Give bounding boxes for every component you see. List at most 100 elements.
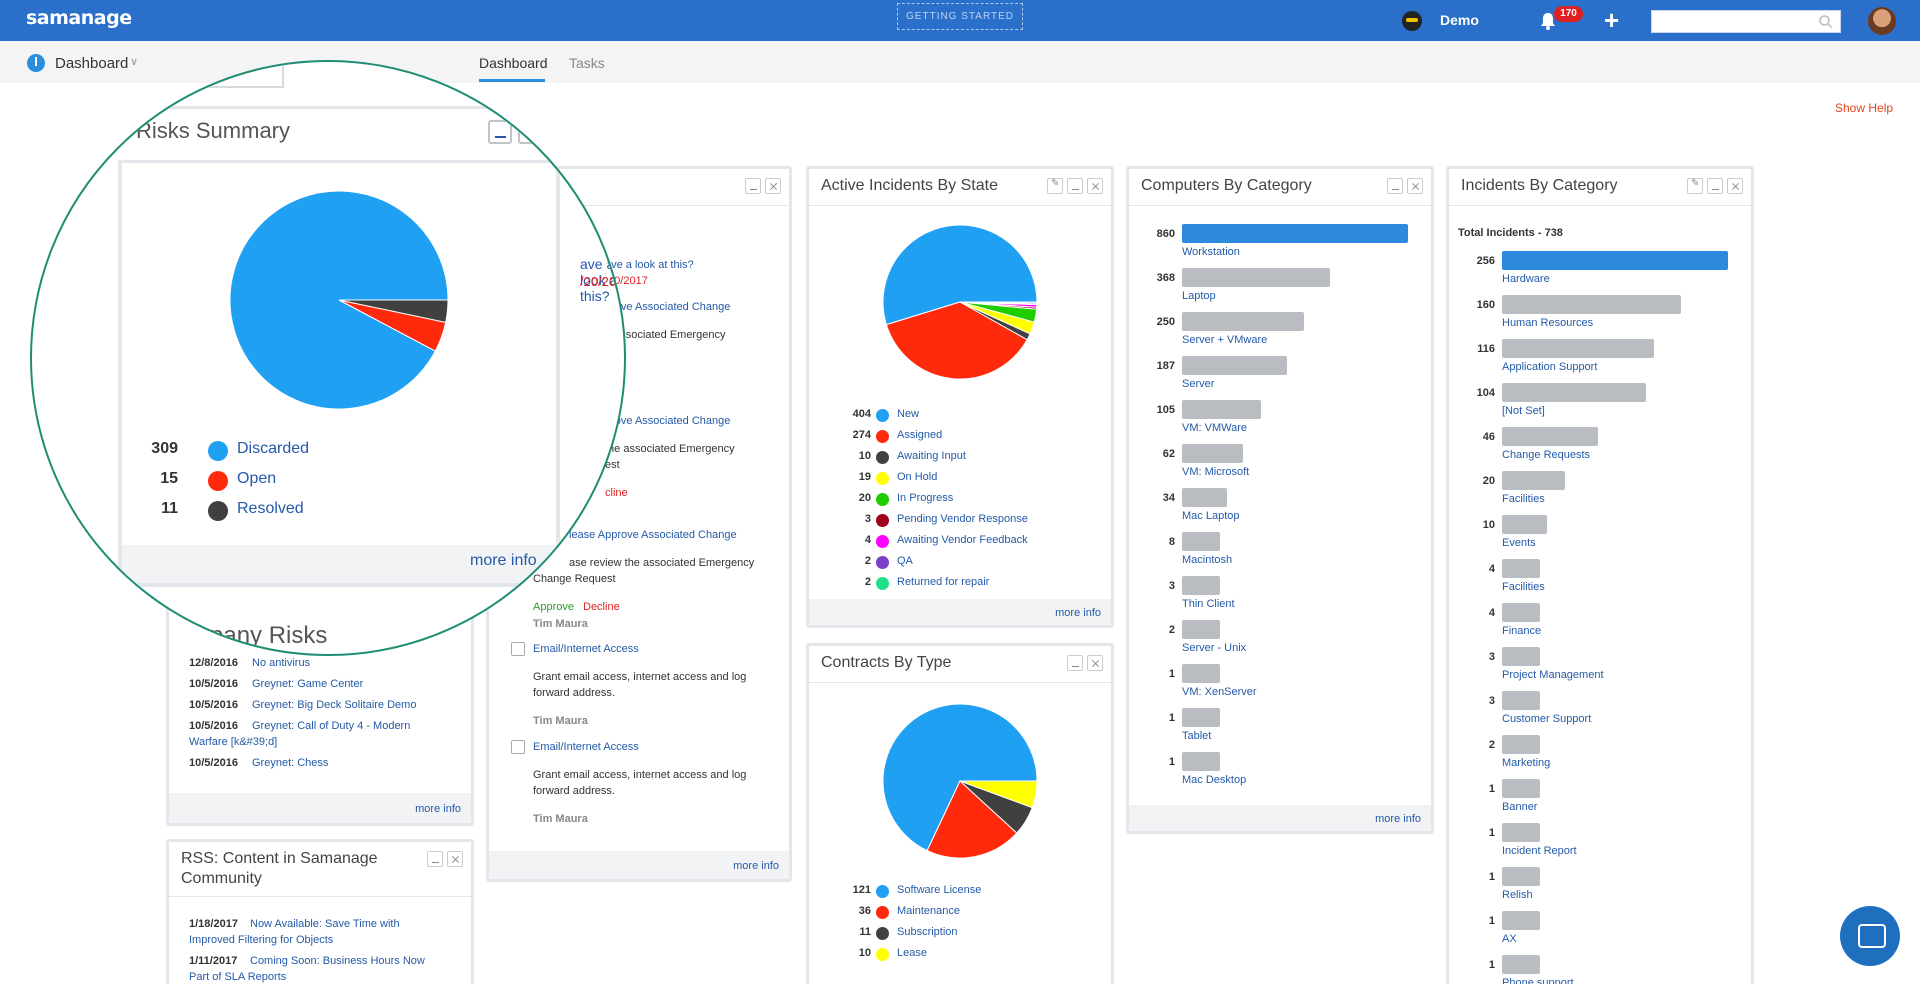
bar-row[interactable]: 160 Human Resources [1455, 295, 1745, 339]
bar-label[interactable]: Finance [1502, 625, 1542, 637]
bar-label[interactable]: VM: Microsoft [1182, 466, 1250, 478]
legend-label[interactable]: Returned for repair [897, 576, 990, 588]
bar-label[interactable]: Events [1502, 537, 1536, 549]
chevron-down-icon[interactable]: ∨ [130, 56, 139, 68]
bar[interactable] [1502, 603, 1540, 622]
decline-button[interactable]: cline [605, 487, 628, 499]
bar-label[interactable]: Macintosh [1182, 554, 1233, 566]
tab-dashboard[interactable]: Dashboard [479, 55, 548, 71]
more-info-link[interactable]: more info [1375, 813, 1421, 825]
close-icon[interactable] [1727, 178, 1743, 194]
close-icon[interactable] [765, 178, 781, 194]
bar-label[interactable]: Incident Report [1502, 845, 1577, 857]
bar-label[interactable]: Mac Desktop [1182, 774, 1247, 786]
rss-link-cont[interactable]: Improved Filtering for Objects [189, 934, 334, 946]
approval-checkbox[interactable] [511, 740, 525, 754]
bar[interactable] [1502, 691, 1540, 710]
bar-row[interactable]: 256 Hardware [1455, 251, 1745, 295]
bar-label[interactable]: Marketing [1502, 757, 1551, 769]
legend-item[interactable]: 3 Pending Vendor Response [809, 511, 1111, 529]
minimize-icon[interactable] [427, 851, 443, 867]
bar-label[interactable]: Human Resources [1502, 317, 1594, 329]
decline-button[interactable]: Decline [583, 601, 620, 613]
search-input[interactable] [1651, 10, 1841, 33]
legend-item[interactable]: 121 Software License [809, 882, 1111, 900]
rss-link[interactable]: Coming Soon: Business Hours Now [250, 955, 425, 967]
bar-row[interactable]: 62 VM: Microsoft [1135, 444, 1425, 488]
bar[interactable] [1502, 867, 1540, 886]
approval-title[interactable]: Email/Internet Access [533, 643, 639, 655]
approval-title[interactable]: ave a look at this? [605, 259, 694, 271]
legend-item[interactable]: 19 On Hold [809, 469, 1111, 487]
bar-row[interactable]: 1 Tablet [1135, 708, 1425, 752]
bar-label[interactable]: Server [1182, 378, 1215, 390]
legend-item[interactable]: 2 QA [809, 553, 1111, 571]
risk-link[interactable]: Greynet: Chess [252, 757, 329, 769]
bar[interactable] [1502, 823, 1540, 842]
bar[interactable] [1502, 295, 1681, 314]
bar[interactable] [1182, 664, 1220, 683]
bar[interactable] [1502, 427, 1598, 446]
bar-row[interactable]: 20 Facilities [1455, 471, 1745, 515]
more-info-link[interactable]: more info [1055, 607, 1101, 619]
legend-item[interactable]: 20 In Progress [809, 490, 1111, 508]
minimize-icon[interactable] [488, 120, 512, 144]
bar[interactable] [1182, 576, 1220, 595]
minimize-icon[interactable] [1067, 178, 1083, 194]
legend-label[interactable]: Awaiting Input [897, 450, 966, 462]
approve-button[interactable]: Approve [533, 601, 574, 613]
bar-label[interactable]: Customer Support [1502, 713, 1592, 725]
bar-label[interactable]: Mac Laptop [1182, 510, 1240, 522]
account-avatar-icon[interactable] [1402, 11, 1422, 31]
samanage-logo[interactable]: samanage [26, 7, 132, 29]
bar-row[interactable]: 1 AX [1455, 911, 1745, 955]
bar[interactable] [1502, 779, 1540, 798]
getting-started-button[interactable]: GETTING STARTED [897, 3, 1023, 30]
bar-label[interactable]: Server + VMware [1182, 334, 1268, 346]
legend-item[interactable]: 11 Resolved [32, 498, 624, 521]
account-name[interactable]: Demo [1440, 12, 1479, 28]
bar[interactable] [1502, 647, 1540, 666]
bar-row[interactable]: 116 Application Support [1455, 339, 1745, 383]
risk-link-cont[interactable]: Warfare [k&#39;d] [189, 736, 278, 748]
legend-item[interactable]: 2 Returned for repair [809, 574, 1111, 592]
bar[interactable] [1182, 356, 1288, 375]
bar-row[interactable]: 3 Project Management [1455, 647, 1745, 691]
legend-item[interactable]: 10 Lease [809, 945, 1111, 963]
legend-label[interactable]: Maintenance [897, 905, 960, 917]
legend-label[interactable]: Pending Vendor Response [897, 513, 1028, 525]
bar-row[interactable]: 1 Incident Report [1455, 823, 1745, 867]
bar[interactable] [1502, 251, 1728, 270]
bar[interactable] [1502, 559, 1540, 578]
legend-item[interactable]: 274 Assigned [809, 427, 1111, 445]
pie-slice-software-license[interactable] [883, 704, 1037, 852]
dashboard-selector[interactable]: Dashboard [55, 55, 129, 72]
legend-label[interactable]: Subscription [897, 926, 958, 938]
pie-slice-assigned[interactable] [885, 301, 1028, 379]
legend-label[interactable]: New [897, 408, 920, 420]
bar-label[interactable]: Hardware [1502, 273, 1550, 285]
bar-label[interactable]: Relish [1502, 889, 1533, 901]
bar-row[interactable]: 3 Thin Client [1135, 576, 1425, 620]
bar-label[interactable]: Change Requests [1502, 449, 1591, 461]
legend-label[interactable]: Assigned [897, 429, 943, 441]
close-icon[interactable] [518, 120, 542, 144]
bar[interactable] [1182, 268, 1330, 287]
legend-label[interactable]: Awaiting Vendor Feedback [897, 534, 1028, 546]
legend-label[interactable]: Software License [897, 884, 982, 896]
bar-label[interactable]: Facilities [1502, 493, 1545, 505]
bar-row[interactable]: 368 Laptop [1135, 268, 1425, 312]
bar[interactable] [1182, 708, 1220, 727]
legend-item[interactable]: 36 Maintenance [809, 903, 1111, 921]
bar-label[interactable]: Phone support [1502, 977, 1574, 984]
chat-support-button[interactable] [1840, 906, 1900, 966]
approval-title[interactable]: prove Associated Change [605, 301, 731, 313]
bar[interactable] [1182, 488, 1227, 507]
close-icon[interactable] [1087, 655, 1103, 671]
notification-count-badge[interactable]: 170 [1554, 6, 1583, 22]
bar-row[interactable]: 8 Macintosh [1135, 532, 1425, 576]
risk-link[interactable]: Greynet: Call of Duty 4 - Modern [252, 720, 411, 732]
show-help-link[interactable]: Show Help [1835, 101, 1894, 115]
bar[interactable] [1182, 752, 1220, 771]
approval-title[interactable]: Email/Internet Access [533, 741, 639, 753]
